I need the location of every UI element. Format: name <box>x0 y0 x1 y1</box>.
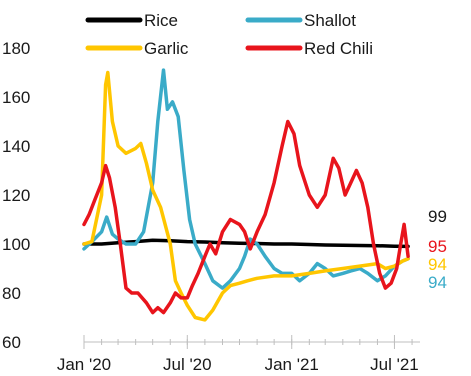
legend-item-rice: Rice <box>85 11 178 30</box>
plot-area <box>82 68 410 322</box>
y-tick-label: 80 <box>2 284 21 303</box>
legend-item-shallot: Shallot <box>245 11 356 30</box>
y-axis: 60 80 100 120 140 160 180 <box>2 39 30 352</box>
end-label-garlic: 94 <box>428 255 447 274</box>
x-tick-label: Jul '21 <box>370 355 419 374</box>
legend-label-red-chili: Red Chili <box>304 39 373 58</box>
chart-legend: Rice Shallot Garlic Red Chili <box>85 11 373 58</box>
series-line-garlic <box>82 70 410 322</box>
legend-label-rice: Rice <box>144 11 178 30</box>
y-tick-label: 180 <box>2 39 30 58</box>
end-label-shallot: 94 <box>428 273 447 292</box>
x-axis: Jan '20 Jul '20 Jan '21 Jul '21 <box>57 335 420 374</box>
end-label-rice: 99 <box>428 207 447 226</box>
y-tick-label: 60 <box>2 333 21 352</box>
y-tick-label: 120 <box>2 186 30 205</box>
y-tick-label: 160 <box>2 88 30 107</box>
series-line-shallot <box>82 68 410 290</box>
x-tick-label: Jul '20 <box>163 355 212 374</box>
x-tick-label: Jan '20 <box>57 355 111 374</box>
legend-item-garlic: Garlic <box>85 39 189 58</box>
y-tick-label: 100 <box>2 235 30 254</box>
series-line-red-chili <box>82 119 410 315</box>
end-labels: 99 95 94 94 <box>428 207 447 292</box>
legend-label-shallot: Shallot <box>304 11 356 30</box>
y-tick-label: 140 <box>2 137 30 156</box>
legend-label-garlic: Garlic <box>144 39 189 58</box>
x-tick-label: Jan '21 <box>265 355 319 374</box>
legend-item-red-chili: Red Chili <box>245 39 373 58</box>
end-label-red-chili: 95 <box>428 237 447 256</box>
